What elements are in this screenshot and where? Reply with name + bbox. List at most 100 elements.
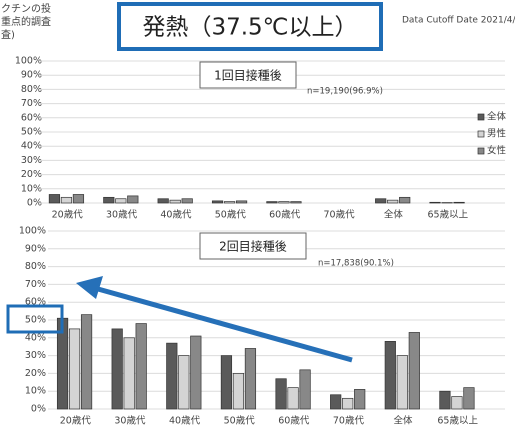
x-tick-label: 50歳代 [215, 209, 247, 221]
y-tick-label: 50% [25, 315, 46, 326]
legend-swatch [477, 113, 485, 121]
y-tick-label: 60% [25, 297, 46, 308]
y-tick-label: 100% [19, 226, 46, 237]
bar [220, 355, 233, 410]
bar [439, 390, 451, 410]
x-tick-label: 60歳代 [278, 415, 310, 427]
y-tick-label: 20% [25, 368, 46, 379]
y-tick-label: 40% [21, 141, 42, 152]
bar [169, 199, 181, 204]
x-tick-label: 20歳代 [60, 415, 92, 427]
y-tick-label: 70% [25, 279, 46, 290]
y-tick-label: 20% [21, 169, 42, 180]
x-tick-label: 全体 [394, 415, 414, 427]
y-tick-label: 90% [25, 243, 46, 254]
subtitle-box [199, 61, 297, 89]
x-tick-label: 30歳代 [106, 209, 138, 221]
annotation: n=19,190(96.9%) [307, 87, 383, 97]
note-line: クチンの投 [1, 2, 51, 15]
bar [375, 198, 387, 204]
bar [127, 195, 139, 204]
bar [342, 397, 354, 410]
arrow-shaft [97, 286, 353, 363]
bar [135, 323, 147, 410]
x-tick-label: 40歳代 [160, 209, 192, 221]
bar [123, 337, 135, 410]
y-tick-label: 70% [21, 98, 42, 109]
bar [399, 196, 411, 204]
x-tick-label: 40歳代 [169, 415, 201, 427]
arrow-head [76, 276, 103, 299]
bar [235, 200, 248, 204]
y-tick-label: 30% [21, 155, 42, 166]
bar [72, 194, 85, 204]
bar [232, 373, 245, 410]
bar [290, 201, 302, 204]
bar [190, 335, 202, 410]
legend-label: 女性 [487, 145, 507, 157]
charts: 0% 10% 20% 30% 40% 50% 60% 70% 80% 90% 100% 1回目接種後 n… [15, 56, 507, 427]
bar [429, 201, 441, 204]
bar [157, 198, 169, 204]
y-tick-label: 40% [25, 332, 46, 343]
bar [223, 201, 236, 204]
y-tick-label: 60% [21, 112, 42, 123]
bar [387, 199, 399, 204]
x-tick-label: 30歳代 [114, 415, 146, 427]
page-title: 発熱（37.5℃以上） [142, 15, 357, 41]
bar [60, 196, 73, 204]
bar [453, 201, 465, 204]
annotation: n=17,838(90.1%) [318, 259, 394, 269]
note-line: 重点的調査 [1, 15, 51, 28]
x-tick-label: 60歳代 [269, 209, 301, 221]
bar [451, 396, 463, 410]
x-tick-label: 70歳代 [324, 209, 356, 221]
subtitle-box [199, 232, 307, 260]
y-tick-label: 10% [25, 386, 46, 397]
y-tick-label: 80% [25, 261, 46, 272]
legend-label: 男性 [487, 128, 507, 140]
bar [115, 198, 127, 204]
chart-title: 1回目接種後 [214, 68, 282, 83]
bar [181, 198, 193, 204]
bar [178, 355, 190, 410]
bar [111, 328, 123, 410]
y-tick-label: 0% [27, 198, 42, 209]
bar [299, 369, 311, 410]
legend-label: 全体 [487, 111, 507, 123]
y-tick-label: 0% [31, 404, 46, 415]
cutoff-date: Data Cutoff Date 2021/4/2 [402, 16, 515, 26]
y-tick-label: 10% [21, 183, 42, 194]
bar [287, 387, 299, 410]
y-tick-label: 30% [25, 350, 46, 361]
bar [408, 332, 420, 410]
bar [384, 341, 396, 410]
bar [211, 200, 224, 204]
bar [244, 348, 257, 410]
y-tick-label: 100% [15, 56, 42, 67]
bar [275, 378, 287, 410]
x-tick-label: 全体 [384, 209, 404, 221]
y-tick-label: 80% [21, 84, 42, 95]
bar [266, 201, 278, 204]
x-tick-label: 50歳代 [224, 415, 256, 427]
legend-swatch [477, 147, 485, 155]
bar [396, 355, 408, 410]
bar [330, 394, 342, 410]
x-tick-label: 70歳代 [333, 415, 365, 427]
title-box [117, 2, 383, 51]
bar [68, 328, 81, 410]
bar [166, 342, 178, 410]
bar [103, 196, 115, 204]
x-tick-label: 65歳以上 [428, 209, 469, 221]
highlight-box [6, 304, 64, 334]
x-tick-label: 65歳以上 [437, 415, 478, 427]
y-tick-label: 90% [21, 70, 42, 81]
bar [48, 194, 61, 204]
bar [80, 314, 93, 410]
bar [354, 389, 366, 410]
bar [278, 201, 290, 204]
note-line: 査) [1, 28, 15, 41]
y-tick-label: 50% [21, 127, 42, 138]
